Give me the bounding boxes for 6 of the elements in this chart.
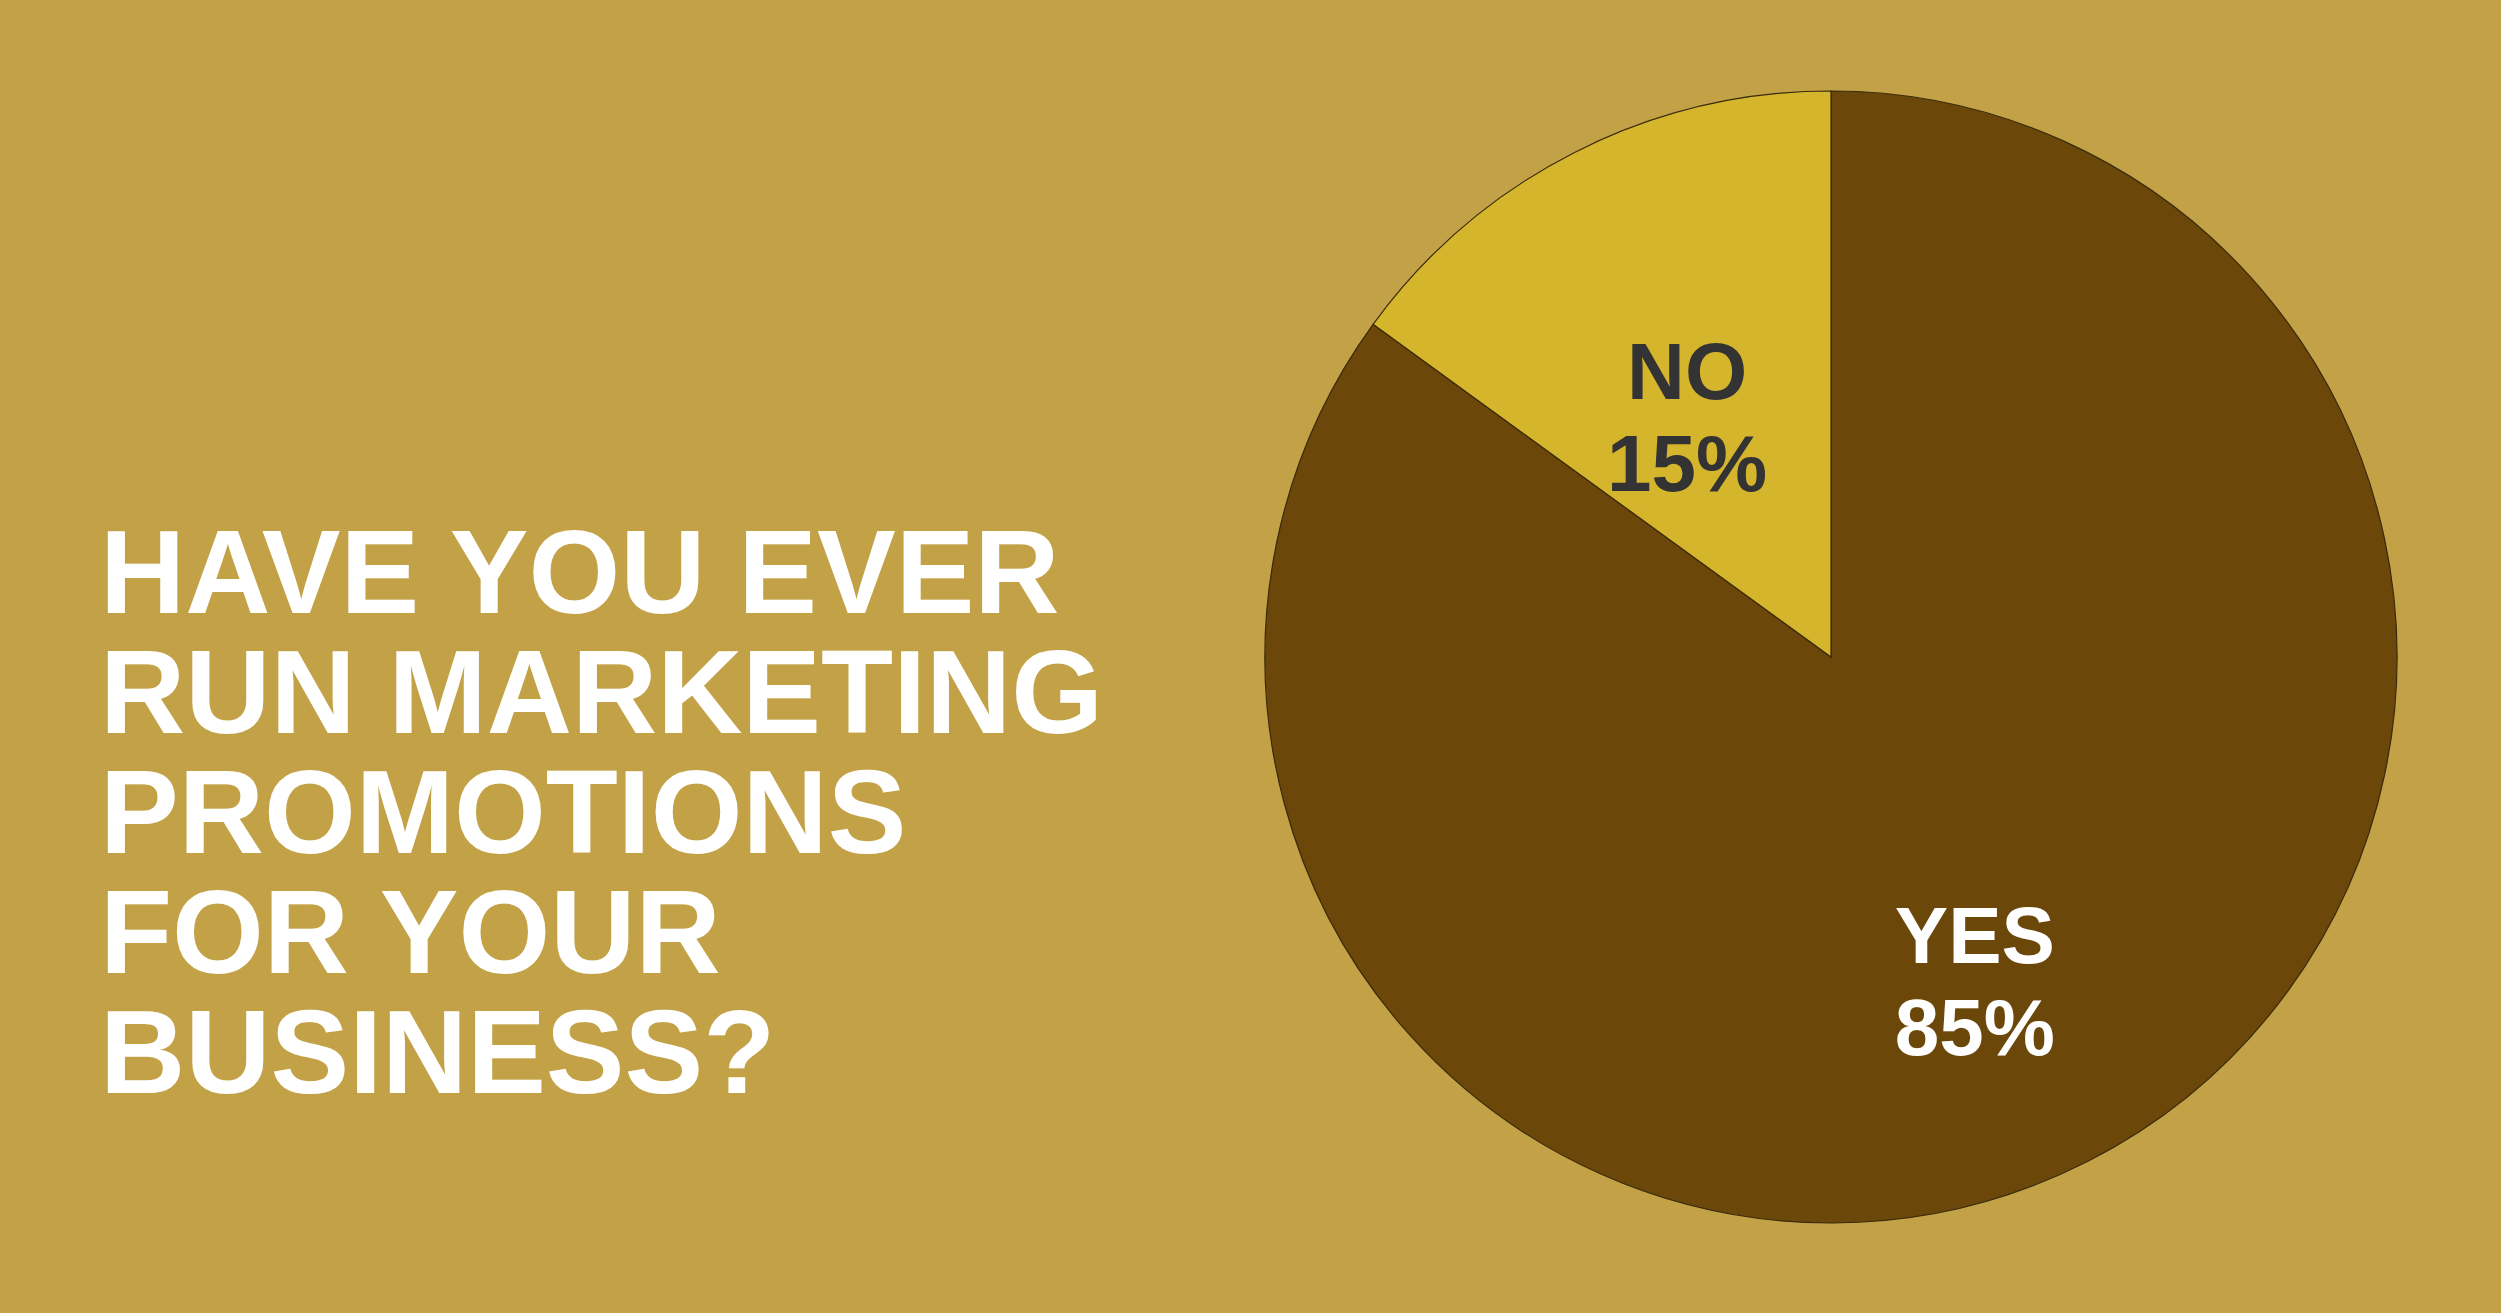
slice-label: NO — [1627, 326, 1748, 416]
slice-label: YES — [1894, 891, 2055, 981]
data-label: 15% — [1607, 418, 1768, 508]
data-label: 85% — [1894, 983, 2055, 1073]
text: HAVE YOU EVER RUN MARKETING PROMOTIONS FOR YOUR BUSINESS? — [100, 506, 1103, 1118]
pie-slice — [1264, 90, 2398, 1224]
